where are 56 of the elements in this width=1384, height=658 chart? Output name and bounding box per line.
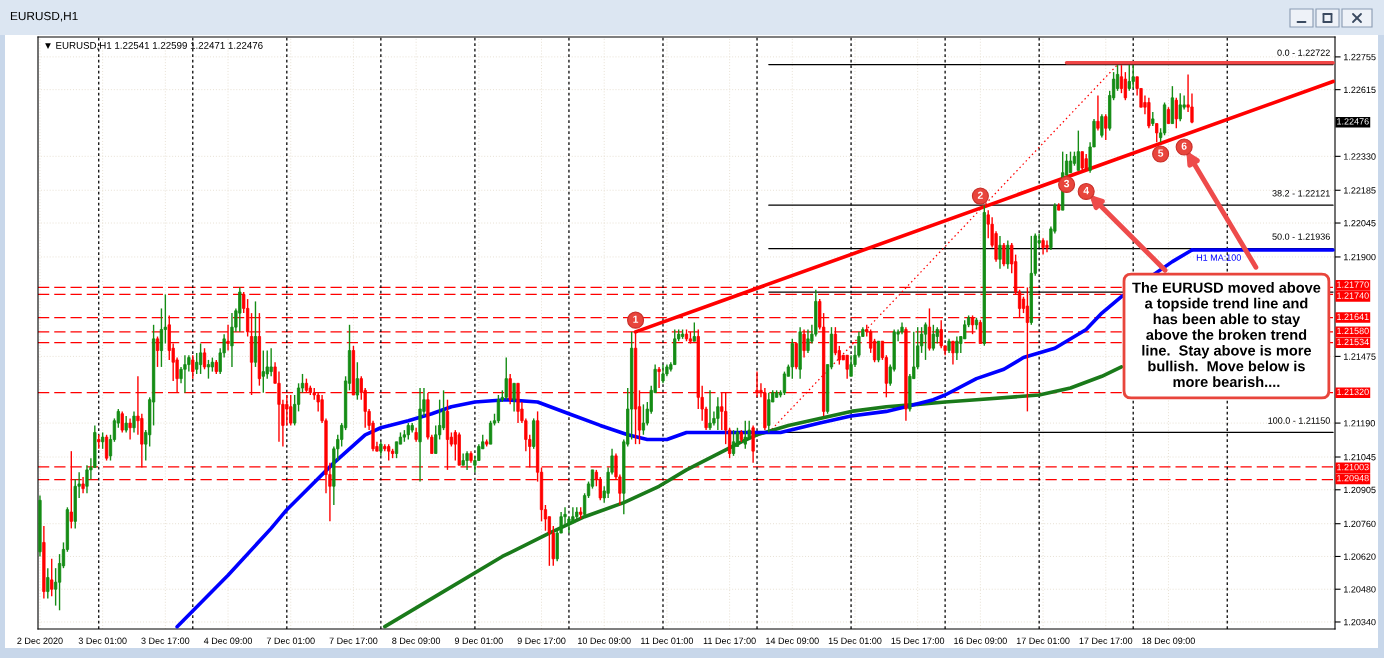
x-tick-label: 3 Dec 01:00 [78,637,127,644]
y-tick-label: 1.22330 [1344,153,1376,160]
y-tick-label: 1.21475 [1344,353,1376,360]
x-tick-label: 17 Dec 17:00 [1079,637,1133,644]
x-tick-label: 15 Dec 17:00 [891,637,945,644]
x-tick-label: 3 Dec 17:00 [141,637,190,644]
x-tick-label: 10 Dec 09:00 [578,637,631,644]
chart-subtitle: ▼ EURUSD,H1 1.22541 1.22599 1.22471 1.22476 [45,41,263,51]
ref-line-label: 1.20948 [1337,474,1369,482]
annotation: 5 [1158,149,1164,157]
x-tick-label: 9 Dec 17:00 [517,637,566,644]
x-tick-label: 18 Dec 09:00 [1142,637,1195,644]
x-tick-label: 17 Dec 01:00 [1016,637,1070,644]
x-tick-label: 7 Dec 17:00 [329,637,378,644]
y-tick-label: 1.21045 [1344,453,1376,461]
y-tick-label: 1.20340 [1344,618,1376,626]
x-tick-label: 16 Dec 09:00 [954,637,1007,644]
y-tick-label: 1.22045 [1344,219,1376,227]
x-tick-label: 11 Dec 01:00 [641,637,694,644]
x-tick-label: 15 Dec 01:00 [828,637,882,644]
ref-line-label: 1.21320 [1337,388,1369,396]
x-tick-label: 7 Dec 01:00 [266,637,315,644]
x-tick-label: 14 Dec 09:00 [766,637,819,644]
ref-line-label: 1.21003 [1337,463,1369,471]
annotation: 6 [1181,142,1187,150]
annotation: 2 [977,191,983,199]
chart-title: EURUSD,H1 [10,11,78,22]
y-tick-label: 1.20905 [1344,486,1376,494]
y-tick-label: 1.20620 [1344,553,1376,560]
series-label: 100.0 - 1.21150 [1268,417,1330,424]
ref-line-label: 1.21534 [1337,338,1369,346]
annotation: 1 [633,315,639,323]
x-tick-label: 2 Dec 2020 [17,637,63,644]
y-tick-label: 1.21190 [1344,420,1375,427]
legend-label: 50.0 - 1.21936 [1272,233,1330,240]
annotation: 4 [1083,186,1090,195]
annotation: The EURUSD moved above a topside trend line and has been able to stay above the broken trend line. Stay above is more bullish. Move below is more bearish.... [1132,282,1321,388]
ref-line-label: 1.21740 [1337,292,1369,299]
x-tick-label: 11 Dec 17:00 [703,637,756,644]
series-label: H1 MA:100 [1196,254,1241,261]
y-tick-label: 1.22615 [1344,86,1376,94]
y-tick-label: 1.20760 [1344,520,1376,528]
legend-label: 38.2 - 1.22121 [1272,190,1330,197]
ref-line-label: 1.21641 [1337,313,1369,320]
x-tick-label: 4 Dec 09:00 [203,637,253,644]
ref-line-label: 1.21580 [1337,327,1369,335]
y-tick-label: 1.20480 [1344,586,1376,593]
ref-line-label: 1.21770 [1337,281,1369,288]
series-label: 0.0 - 1.22722 [1277,49,1330,56]
annotation: 1.22476 [1337,118,1369,125]
y-tick-label: 1.22755 [1344,53,1376,61]
x-tick-label: 8 Dec 09:00 [392,637,441,644]
annotation: 3 [1063,179,1070,188]
y-tick-label: 1.21900 [1344,253,1376,261]
x-tick-label: 9 Dec 01:00 [454,637,503,644]
y-tick-label: 1.22185 [1344,187,1376,194]
